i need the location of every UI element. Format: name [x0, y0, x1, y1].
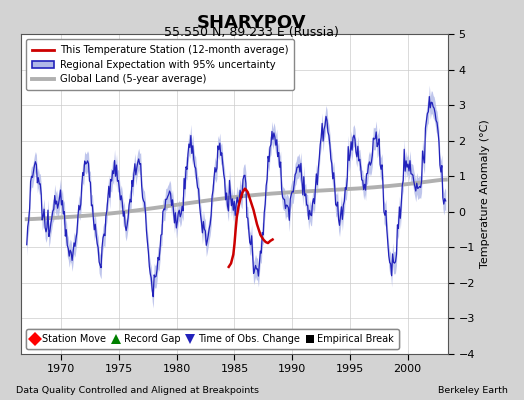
- Text: SHARYPOV: SHARYPOV: [197, 14, 306, 32]
- Text: Berkeley Earth: Berkeley Earth: [439, 386, 508, 395]
- Text: Data Quality Controlled and Aligned at Breakpoints: Data Quality Controlled and Aligned at B…: [16, 386, 259, 395]
- Legend: Station Move, Record Gap, Time of Obs. Change, Empirical Break: Station Move, Record Gap, Time of Obs. C…: [26, 330, 399, 349]
- Y-axis label: Temperature Anomaly (°C): Temperature Anomaly (°C): [481, 120, 490, 268]
- Text: 55.550 N, 89.233 E (Russia): 55.550 N, 89.233 E (Russia): [164, 26, 339, 39]
